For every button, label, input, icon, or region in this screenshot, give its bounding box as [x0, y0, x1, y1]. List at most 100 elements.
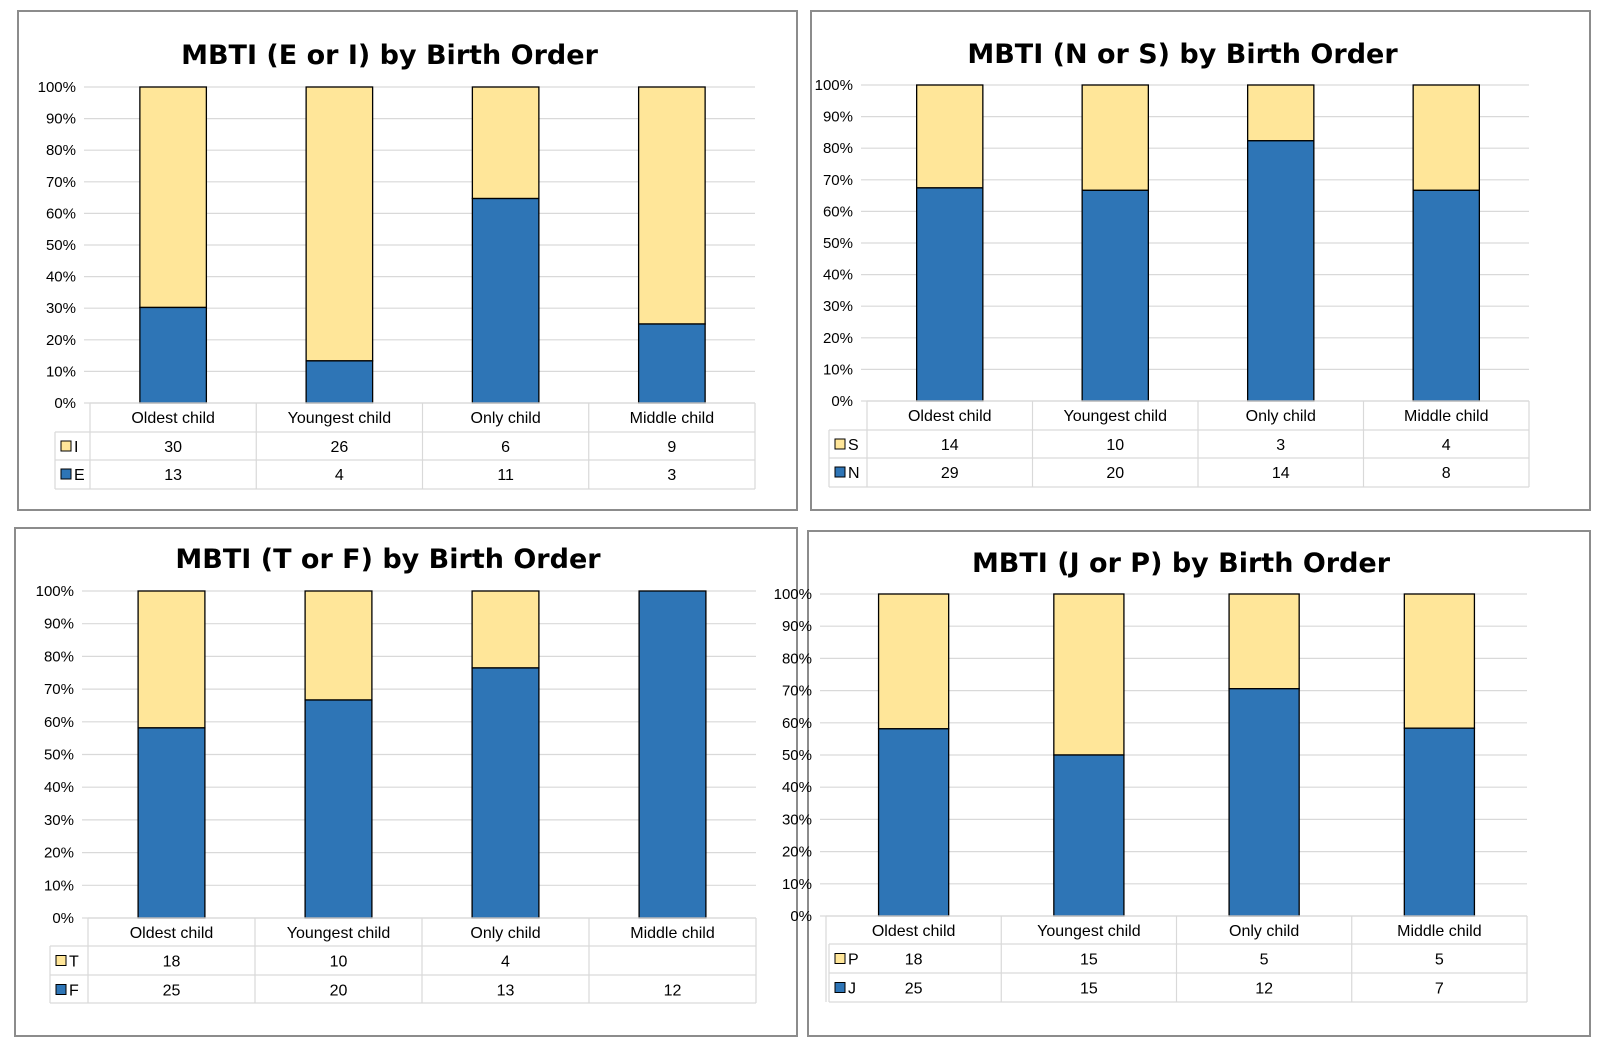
table-cell-value: 9 [667, 439, 676, 456]
legend-key-I [60, 440, 72, 452]
y-tick-label: 100% [774, 586, 812, 603]
table-cell-value: 13 [164, 467, 182, 484]
category-label: Only child [1229, 923, 1299, 940]
y-tick-label: 20% [823, 330, 853, 347]
category-label: Only child [470, 925, 540, 942]
bar-segment-J [1403, 727, 1476, 917]
y-tick-label: 90% [782, 618, 812, 635]
table-cell-value: 18 [163, 954, 181, 971]
bar-segment-I [139, 86, 208, 309]
y-tick-label: 20% [782, 844, 812, 861]
category-label: Youngest child [288, 410, 392, 427]
category-label: Oldest child [131, 410, 215, 427]
y-tick-label: 10% [44, 877, 74, 894]
table-cell-value: 4 [501, 954, 510, 971]
category-label: Middle child [1397, 923, 1481, 940]
y-tick-label: 10% [782, 876, 812, 893]
bar-segment-I [637, 86, 706, 325]
bar-segment-E [471, 197, 540, 404]
table-cell-value: 29 [941, 465, 959, 482]
y-tick-label: 80% [823, 140, 853, 157]
chart-title: MBTI (T or F) by Birth Order [175, 544, 601, 575]
category-label: Youngest child [1064, 408, 1168, 425]
y-tick-label: 20% [46, 332, 76, 349]
legend-key-P [834, 953, 846, 964]
table-cell-value: 12 [1255, 981, 1273, 998]
chart-panel-t-or-f: MBTI (T or F) by Birth Order 0% 10% 20% 30% 4… [14, 527, 798, 1037]
bar-segment-S [1081, 84, 1149, 191]
bar-segment-S [1246, 84, 1315, 142]
category-label: Youngest child [1037, 923, 1141, 940]
category-label: Middle child [630, 410, 714, 427]
legend-key-T [55, 955, 67, 966]
chart-panel-e-or-i: MBTI (E or I) by Birth Order 0% 10% 20% 30% 4… [17, 10, 798, 511]
table-cell-value: 5 [1435, 952, 1444, 969]
y-tick-label: 40% [44, 779, 74, 796]
y-tick-label: 40% [782, 779, 812, 796]
legend-key-S [834, 438, 846, 450]
y-tick-label: 70% [823, 172, 853, 189]
table-cell-value: 12 [664, 983, 682, 1000]
bar-segment-P [877, 593, 950, 730]
table-cell-value: 25 [163, 983, 181, 1000]
table-cell-value: 13 [497, 983, 515, 1000]
y-tick-label: 80% [44, 648, 74, 665]
chart-panel-n-or-s: MBTI (N or S) by Birth Order 0% 10% 20% 30% 4… [810, 10, 1591, 511]
table-cell-value: 10 [330, 954, 348, 971]
chart-title: MBTI (N or S) by Birth Order [967, 39, 1398, 70]
category-label: Oldest child [908, 408, 992, 425]
y-tick-label: 30% [782, 811, 812, 828]
legend-label-S: S [848, 437, 859, 454]
y-tick-label: 80% [46, 142, 76, 159]
bar-segment-I [305, 86, 374, 362]
bar-segment-J [1053, 754, 1125, 917]
bar-segment-F [304, 699, 373, 919]
chart-title: MBTI (J or P) by Birth Order [972, 548, 1391, 579]
legend-key-F [55, 984, 67, 995]
y-tick-label: 40% [823, 267, 853, 284]
y-tick-label: 30% [823, 298, 853, 315]
table-cell-value: 10 [1106, 437, 1124, 454]
y-tick-label: 100% [36, 583, 74, 600]
table-cell-value: 5 [1260, 952, 1269, 969]
category-label: Middle child [630, 925, 714, 942]
y-tick-label: 60% [782, 715, 812, 732]
bar-segment-T [137, 590, 206, 729]
table-cell-value: 7 [1435, 981, 1444, 998]
bar-segment-N [1081, 189, 1149, 402]
bar-segment-P [1228, 593, 1300, 690]
table-cell-value: 4 [1442, 437, 1451, 454]
y-tick-label: 0% [54, 395, 76, 412]
y-tick-label: 100% [815, 77, 853, 94]
category-label: Only child [1246, 408, 1316, 425]
y-tick-label: 90% [46, 111, 76, 128]
legend-key-E [60, 468, 72, 480]
table-cell-value: 14 [941, 437, 959, 454]
table-cell-value: 6 [501, 439, 510, 456]
bar-segment-N [1246, 140, 1315, 402]
y-tick-label: 50% [823, 235, 853, 252]
legend-label-P: P [848, 952, 859, 969]
y-tick-label: 80% [782, 650, 812, 667]
bar-segment-P [1053, 593, 1125, 756]
y-tick-label: 90% [44, 616, 74, 633]
bar-segment-P [1403, 593, 1476, 729]
y-tick-label: 10% [46, 363, 76, 380]
table-cell-value: 18 [905, 952, 923, 969]
bar-segment-I [471, 86, 540, 200]
chart-svg: MBTI (J or P) by Birth Order 0% 10% 20% 30% 4… [774, 548, 1528, 1003]
y-tick-label: 50% [44, 747, 74, 764]
chart-panel-j-or-p: MBTI (J or P) by Birth Order 0% 10% 20% 30% 4… [774, 530, 1591, 1037]
table-cell-value: 3 [667, 467, 676, 484]
bar-segment-S [1412, 84, 1481, 191]
y-tick-label: 30% [44, 812, 74, 829]
y-tick-label: 40% [46, 269, 76, 286]
category-label: Oldest child [872, 923, 956, 940]
y-tick-label: 30% [46, 300, 76, 317]
bar-segment-E [139, 306, 208, 404]
chart-svg: MBTI (T or F) by Birth Order 0% 10% 20% 30% 4… [36, 544, 757, 1004]
y-tick-label: 0% [790, 908, 812, 925]
legend-label-N: N [848, 465, 860, 482]
table-cell-value: 11 [497, 467, 514, 484]
category-label: Only child [471, 410, 541, 427]
